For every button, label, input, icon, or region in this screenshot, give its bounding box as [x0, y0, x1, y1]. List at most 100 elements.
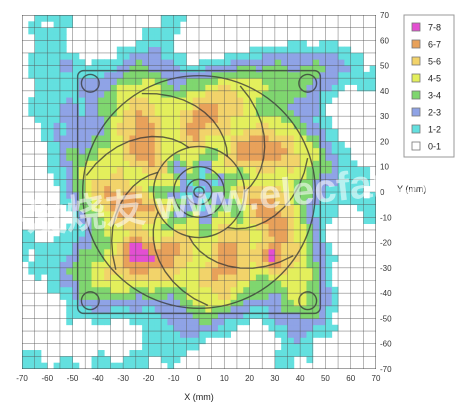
contour-cell — [236, 116, 244, 123]
contour-cell — [312, 90, 320, 98]
contour-cell — [217, 173, 225, 180]
contour-cell — [161, 248, 168, 256]
contour-cell — [281, 362, 288, 369]
contour-cell — [217, 97, 225, 104]
x-tick-label: 50 — [321, 374, 330, 383]
contour-cell — [300, 198, 307, 206]
contour-cell — [205, 236, 213, 243]
contour-cell — [186, 128, 194, 136]
contour-cell — [78, 198, 86, 206]
contour-cell — [325, 84, 333, 92]
contour-cell — [199, 160, 206, 168]
y-tick-label: 50 — [380, 62, 389, 71]
contour-cell — [91, 78, 99, 85]
contour-cell — [148, 261, 156, 269]
contour-cell — [72, 255, 80, 262]
contour-cell — [199, 293, 206, 300]
contour-cell — [306, 255, 314, 262]
contour-cell — [186, 312, 194, 319]
contour-cell — [161, 192, 168, 199]
contour-cell — [72, 128, 80, 136]
contour-cell — [142, 103, 149, 111]
contour-cell — [135, 261, 143, 269]
contour-cell — [312, 122, 320, 130]
contour-cell — [312, 324, 320, 332]
contour-cell — [129, 299, 137, 307]
contour-cell — [350, 185, 358, 193]
contour-cell — [331, 192, 339, 199]
contour-cell — [319, 59, 326, 66]
contour-cell — [173, 318, 181, 326]
contour-cell — [249, 185, 257, 193]
contour-cell — [281, 192, 288, 199]
contour-cell — [148, 312, 156, 319]
fan-blade — [152, 211, 209, 307]
contour-cell — [154, 166, 162, 174]
contour-cell — [217, 255, 225, 262]
contour-cell — [40, 33, 48, 41]
contour-cell — [217, 261, 225, 269]
x-tick-label: 30 — [270, 374, 279, 383]
contour-cell — [180, 255, 187, 262]
contour-cell — [142, 147, 149, 155]
contour-cell — [306, 318, 314, 326]
contour-cell — [300, 274, 307, 281]
contour-cell — [186, 103, 194, 111]
contour-cell — [154, 217, 162, 225]
contour-cell — [293, 135, 301, 142]
contour-cell — [338, 147, 345, 155]
contour-cell — [129, 261, 137, 269]
contour-cell — [217, 331, 225, 338]
contour-cell — [85, 242, 92, 250]
contour-cell — [53, 248, 61, 256]
contour-cell — [319, 78, 326, 85]
contour-cell — [135, 185, 143, 193]
contour-cell — [53, 103, 61, 111]
contour-cell — [97, 185, 105, 193]
contour-cell — [369, 204, 376, 212]
contour-cell — [312, 192, 320, 199]
contour-cell — [325, 52, 333, 60]
contour-cell — [129, 97, 137, 104]
contour-cell — [331, 305, 339, 313]
contour-cell — [148, 242, 156, 250]
contour-cell — [91, 274, 99, 281]
contour-cell — [91, 147, 99, 155]
contour-cell — [211, 128, 219, 136]
contour-cell — [262, 122, 269, 130]
contour-cell — [123, 299, 130, 307]
contour-cell — [47, 135, 55, 142]
contour-cell — [91, 122, 99, 130]
contour-cell — [59, 293, 67, 300]
contour-cell — [211, 312, 219, 319]
contour-cell — [255, 166, 263, 174]
contour-cell — [161, 33, 168, 41]
contour-cell — [173, 324, 181, 332]
contour-cell — [262, 198, 269, 206]
contour-cell — [211, 248, 219, 256]
contour-cell — [268, 280, 276, 288]
contour-cell — [224, 179, 232, 187]
contour-cell — [66, 312, 73, 319]
contour-cell — [306, 261, 314, 269]
contour-cell — [47, 90, 55, 98]
x-tick-label: -60 — [42, 374, 54, 383]
contour-cell — [40, 267, 48, 275]
contour-cell — [262, 312, 269, 319]
contour-cell — [167, 236, 175, 243]
contour-cell — [123, 116, 130, 123]
contour-cell — [287, 293, 295, 300]
contour-cell — [135, 242, 143, 250]
contour-cell — [306, 267, 314, 275]
contour-cell — [287, 223, 295, 231]
contour-cell — [116, 223, 124, 231]
contour-cell — [78, 210, 86, 218]
contour-cell — [287, 248, 295, 256]
contour-cell — [274, 350, 282, 357]
contour-cell — [186, 204, 194, 212]
contour-cell — [186, 280, 194, 288]
contour-cell — [274, 204, 282, 212]
contour-cell — [148, 179, 156, 187]
contour-cell — [104, 229, 111, 237]
contour-cell — [123, 160, 130, 168]
